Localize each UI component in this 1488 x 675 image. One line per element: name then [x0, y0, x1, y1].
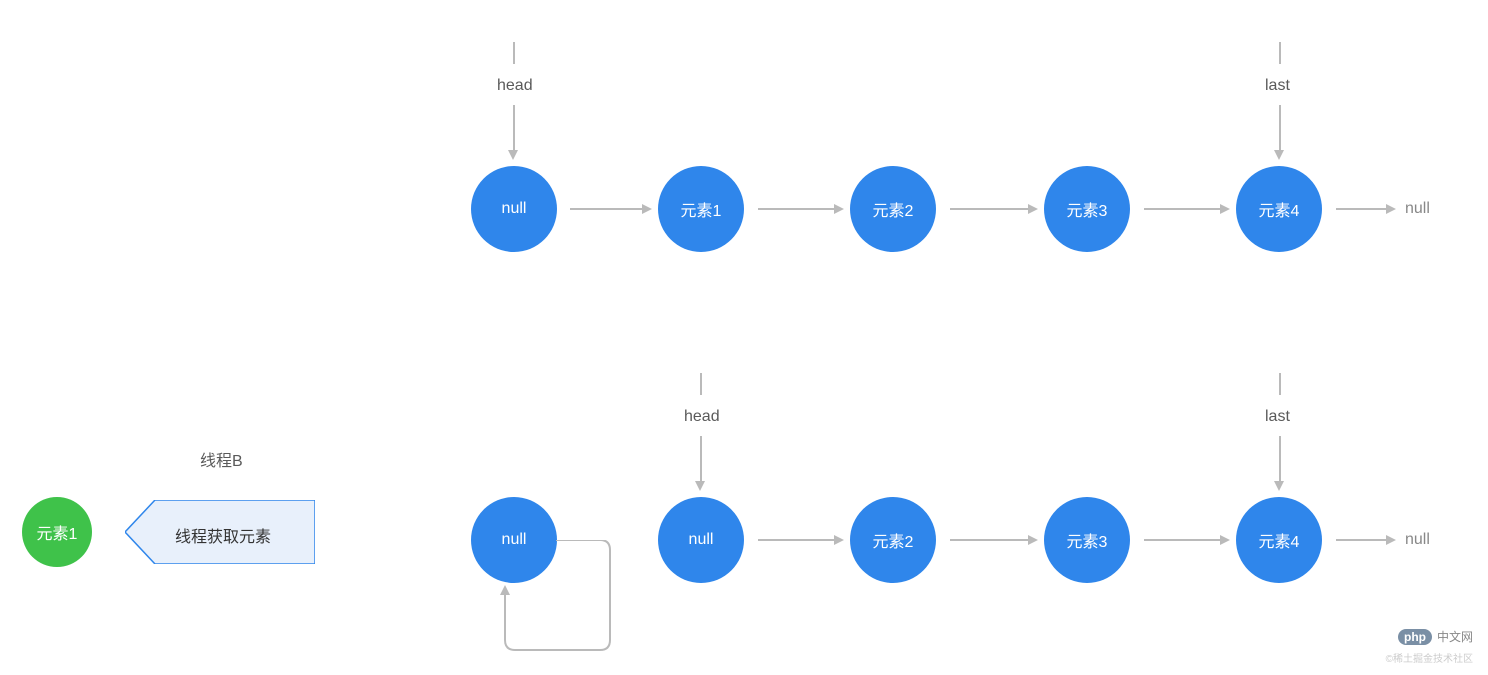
row1-arrow-3	[1144, 208, 1220, 210]
row1-node-1-label: 元素1	[681, 197, 722, 221]
row2-final-null: null	[1405, 531, 1430, 549]
row2-arrow-1	[950, 539, 1028, 541]
row2-head-tick	[700, 373, 702, 395]
php-badge: php	[1398, 629, 1432, 645]
row2-head-arrow-line	[700, 436, 702, 481]
row2-head-arrow-head	[695, 481, 705, 491]
result-node: 元素1	[22, 497, 92, 567]
row1-node-4-label: 元素4	[1259, 197, 1300, 221]
row2-arrow-2-head	[1220, 535, 1230, 545]
row1-last-label: last	[1265, 77, 1290, 95]
row2-last-label: last	[1265, 408, 1290, 426]
row2-last-arrow-line	[1279, 436, 1281, 481]
row1-last-tick	[1279, 42, 1281, 64]
row2-node-2: 元素3	[1044, 497, 1130, 583]
row2-arrow-1-head	[1028, 535, 1038, 545]
row1-arrow-0	[570, 208, 642, 210]
row1-node-0-label: null	[502, 200, 527, 218]
row2-last-arrow-head	[1274, 481, 1284, 491]
row2-arrow-0	[758, 539, 834, 541]
row2-node-0-label: null	[689, 531, 714, 549]
row2-head-label: head	[684, 408, 720, 426]
thread-b-label: 线程B	[200, 447, 243, 471]
row1-arrow-2	[950, 208, 1028, 210]
result-node-label: 元素1	[37, 520, 78, 544]
row2-node-2-label: 元素3	[1067, 528, 1108, 552]
row1-node-0: null	[471, 166, 557, 252]
row2-last-tick	[1279, 373, 1281, 395]
self-loop-arrow	[490, 540, 620, 660]
row1-head-arrow-head	[508, 150, 518, 160]
watermark-text: 中文网	[1437, 628, 1473, 645]
row1-head-arrow-line	[513, 105, 515, 150]
row1-node-2: 元素2	[850, 166, 936, 252]
row2-node-1: 元素2	[850, 497, 936, 583]
row2-node-3-label: 元素4	[1259, 528, 1300, 552]
row1-arrow-1	[758, 208, 834, 210]
row1-arrow-4-head	[1386, 204, 1396, 214]
row2-node-3: 元素4	[1236, 497, 1322, 583]
row2-node-1-label: 元素2	[873, 528, 914, 552]
row1-final-null: null	[1405, 200, 1430, 218]
row1-arrow-0-head	[642, 204, 652, 214]
linked-list-diagram: head last null 元素1 元素2 元素3 元素4 null 线程B …	[0, 0, 1488, 675]
row1-arrow-4	[1336, 208, 1386, 210]
row2-arrow-3	[1336, 539, 1386, 541]
row1-head-label: head	[497, 77, 533, 95]
row2-arrow-0-head	[834, 535, 844, 545]
row1-arrow-3-head	[1220, 204, 1230, 214]
row1-arrow-1-head	[834, 204, 844, 214]
row2-node-0: null	[658, 497, 744, 583]
row1-node-3-label: 元素3	[1067, 197, 1108, 221]
small-watermark: ©稀土掘金技术社区	[1386, 650, 1473, 665]
thread-chevron-text: 线程获取元素	[175, 523, 271, 547]
row1-node-4: 元素4	[1236, 166, 1322, 252]
row2-arrow-2	[1144, 539, 1220, 541]
row1-last-arrow-line	[1279, 105, 1281, 150]
row1-last-arrow-head	[1274, 150, 1284, 160]
row1-arrow-2-head	[1028, 204, 1038, 214]
watermark: php 中文网	[1398, 628, 1473, 645]
row1-node-3: 元素3	[1044, 166, 1130, 252]
row1-node-2-label: 元素2	[873, 197, 914, 221]
row1-head-tick	[513, 42, 515, 64]
row1-node-1: 元素1	[658, 166, 744, 252]
row2-arrow-3-head	[1386, 535, 1396, 545]
